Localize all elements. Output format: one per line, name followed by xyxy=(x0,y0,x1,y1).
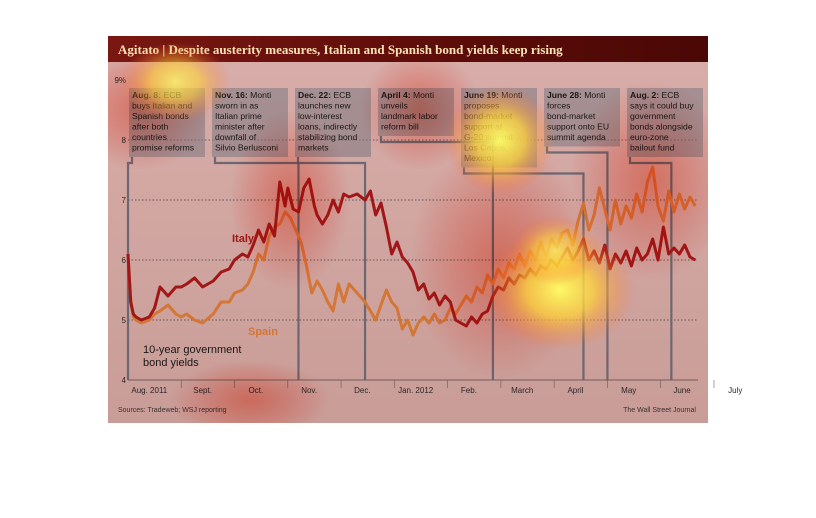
x-tick-label: July xyxy=(728,386,742,395)
chart-title: Agitato | Despite austerity measures, It… xyxy=(118,42,563,57)
heatmap-highlights xyxy=(120,42,635,350)
heatmap-overlay xyxy=(108,50,708,423)
